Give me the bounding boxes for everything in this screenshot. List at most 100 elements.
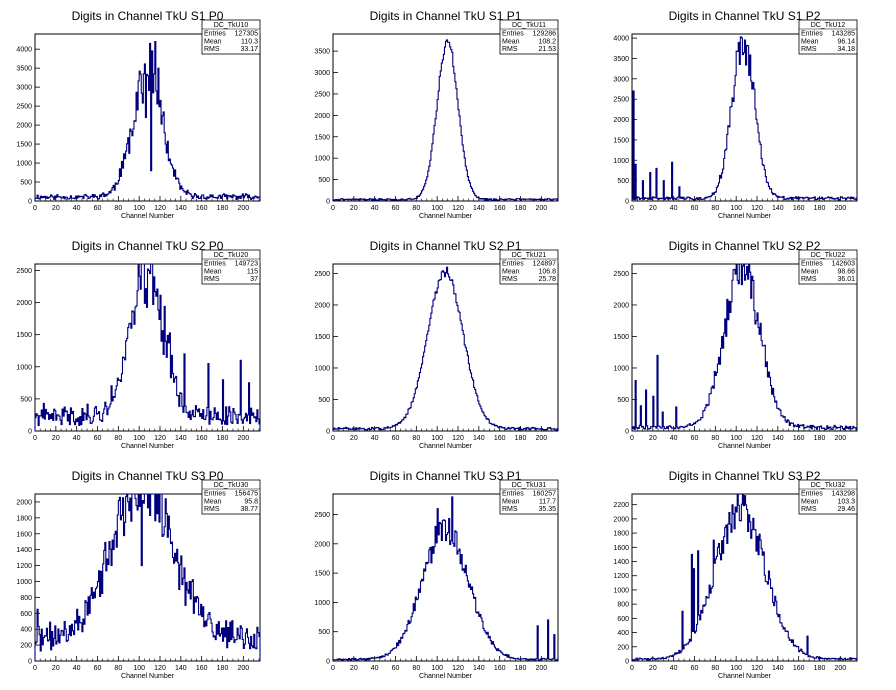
y-tick-label: 3000 [613, 76, 629, 83]
stats-name: DC_TkU30 [214, 482, 249, 489]
chart-title: Digits in Channel TkU S1 P2 [669, 9, 821, 23]
x-tick-label: 180 [515, 205, 527, 212]
stats-mean-label: Mean [204, 268, 222, 275]
y-tick-label: 2500 [314, 91, 330, 98]
y-tick-label: 2000 [16, 123, 32, 130]
x-tick-label: 60 [94, 435, 102, 442]
x-tick-label: 200 [834, 205, 846, 212]
y-tick-label: 3000 [16, 85, 32, 92]
x-tick-label: 20 [350, 665, 358, 672]
stats-name: DC_TkU31 [512, 482, 547, 489]
y-tick-label: 500 [617, 397, 629, 404]
stats-entries-value: 143285 [832, 31, 855, 38]
x-tick-label: 60 [94, 665, 102, 672]
x-axis-label: Channel Number [718, 673, 772, 680]
x-tick-label: 140 [772, 205, 784, 212]
y-tick-label: 2000 [314, 113, 330, 120]
y-tick-label: 400 [617, 630, 629, 637]
stats-mean-label: Mean [502, 38, 520, 45]
x-axis-label: Channel Number [718, 213, 772, 220]
x-tick-label: 0 [331, 665, 335, 672]
y-tick-label: 3500 [613, 56, 629, 63]
y-tick-label: 1000 [16, 364, 32, 371]
stats-rms-label: RMS [204, 506, 220, 513]
y-tick-label: 1000 [16, 161, 32, 168]
stats-name: DC_TkU12 [811, 22, 846, 29]
x-tick-label: 60 [392, 435, 400, 442]
x-tick-label: 140 [175, 205, 187, 212]
chart-title: Digits in Channel TkU S3 P1 [370, 469, 522, 483]
y-tick-label: 1000 [613, 587, 629, 594]
y-tick-label: 2000 [16, 499, 32, 506]
stats-entries-value: 127305 [235, 31, 258, 38]
x-tick-label: 200 [237, 205, 249, 212]
y-tick-label: 400 [20, 627, 32, 634]
plot-frame [631, 493, 858, 662]
y-tick-label: 1000 [314, 156, 330, 163]
x-tick-label: 200 [834, 435, 846, 442]
x-tick-label: 120 [751, 435, 763, 442]
stats-entries-value: 149723 [235, 261, 258, 268]
y-tick-label: 2000 [314, 541, 330, 548]
stats-mean-label: Mean [204, 498, 222, 505]
stats-box: DC_TkU20 Entries 149723 Mean 115 RMS 37 [201, 249, 261, 285]
x-tick-label: 140 [175, 665, 187, 672]
stats-entries-value: 142603 [832, 261, 855, 268]
y-tick-label: 0 [326, 429, 330, 436]
x-tick-label: 80 [711, 665, 719, 672]
stats-mean-label: Mean [502, 498, 520, 505]
x-tick-label: 0 [33, 205, 37, 212]
stats-box: DC_TkU12 Entries 143285 Mean 96.14 RMS 34.18 [798, 19, 858, 55]
x-tick-label: 200 [834, 665, 846, 672]
histogram-series [631, 36, 858, 201]
y-tick-label: 4000 [16, 47, 32, 54]
x-tick-label: 120 [751, 205, 763, 212]
x-tick-label: 180 [515, 435, 527, 442]
x-tick-label: 180 [515, 665, 527, 672]
y-tick-label: 1500 [314, 571, 330, 578]
x-tick-label: 20 [350, 435, 358, 442]
histogram-panel-9: Digits in Channel TkU S3 P2 0 20 40 60 80 100 1… [613, 469, 858, 680]
stats-rms-value: 21.53 [538, 46, 556, 53]
y-tick-label: 500 [318, 629, 330, 636]
x-tick-label: 20 [52, 435, 60, 442]
x-tick-label: 40 [371, 435, 379, 442]
x-axis-label: Channel Number [121, 443, 175, 450]
plot-frame [332, 263, 559, 432]
stats-entries-value: 124897 [533, 261, 556, 268]
stats-box: DC_TkU31 Entries 160257 Mean 117.7 RMS 35.35 [499, 479, 559, 515]
stats-entries-value: 129286 [533, 31, 556, 38]
y-tick-label: 200 [617, 644, 629, 651]
x-tick-label: 0 [630, 435, 634, 442]
chart-title: Digits in Channel TkU S3 P2 [669, 469, 821, 483]
x-axis-label: Channel Number [419, 213, 473, 220]
stats-mean-value: 96.14 [837, 38, 855, 45]
x-tick-label: 160 [494, 435, 506, 442]
stats-entries-label: Entries [801, 261, 823, 268]
x-tick-label: 120 [154, 665, 166, 672]
stats-entries-label: Entries [502, 261, 524, 268]
y-tick-label: 2500 [16, 104, 32, 111]
stats-box: DC_TkU11 Entries 129286 Mean 108.2 RMS 21.53 [499, 19, 559, 55]
y-tick-label: 0 [625, 429, 629, 436]
stats-mean-label: Mean [801, 38, 819, 45]
y-tick-label: 500 [20, 180, 32, 187]
x-tick-label: 60 [691, 665, 699, 672]
y-tick-label: 0 [326, 199, 330, 206]
y-tick-label: 500 [617, 178, 629, 185]
stats-mean-label: Mean [801, 268, 819, 275]
y-tick-label: 2500 [16, 268, 32, 275]
histogram-series [34, 493, 261, 661]
plot-frame [332, 493, 559, 662]
y-tick-label: 2000 [16, 300, 32, 307]
stats-rms-value: 37 [250, 276, 258, 283]
x-tick-label: 80 [412, 665, 420, 672]
x-tick-label: 40 [670, 665, 678, 672]
stats-rms-value: 29.46 [837, 506, 855, 513]
histogram-panel-8: Digits in Channel TkU S3 P1 0 20 40 60 80 100 1… [314, 469, 559, 680]
x-tick-label: 100 [133, 665, 145, 672]
chart-title: Digits in Channel TkU S1 P1 [370, 9, 522, 23]
chart-title: Digits in Channel TkU S1 P0 [72, 9, 224, 23]
x-tick-label: 20 [649, 435, 657, 442]
x-tick-label: 40 [670, 205, 678, 212]
